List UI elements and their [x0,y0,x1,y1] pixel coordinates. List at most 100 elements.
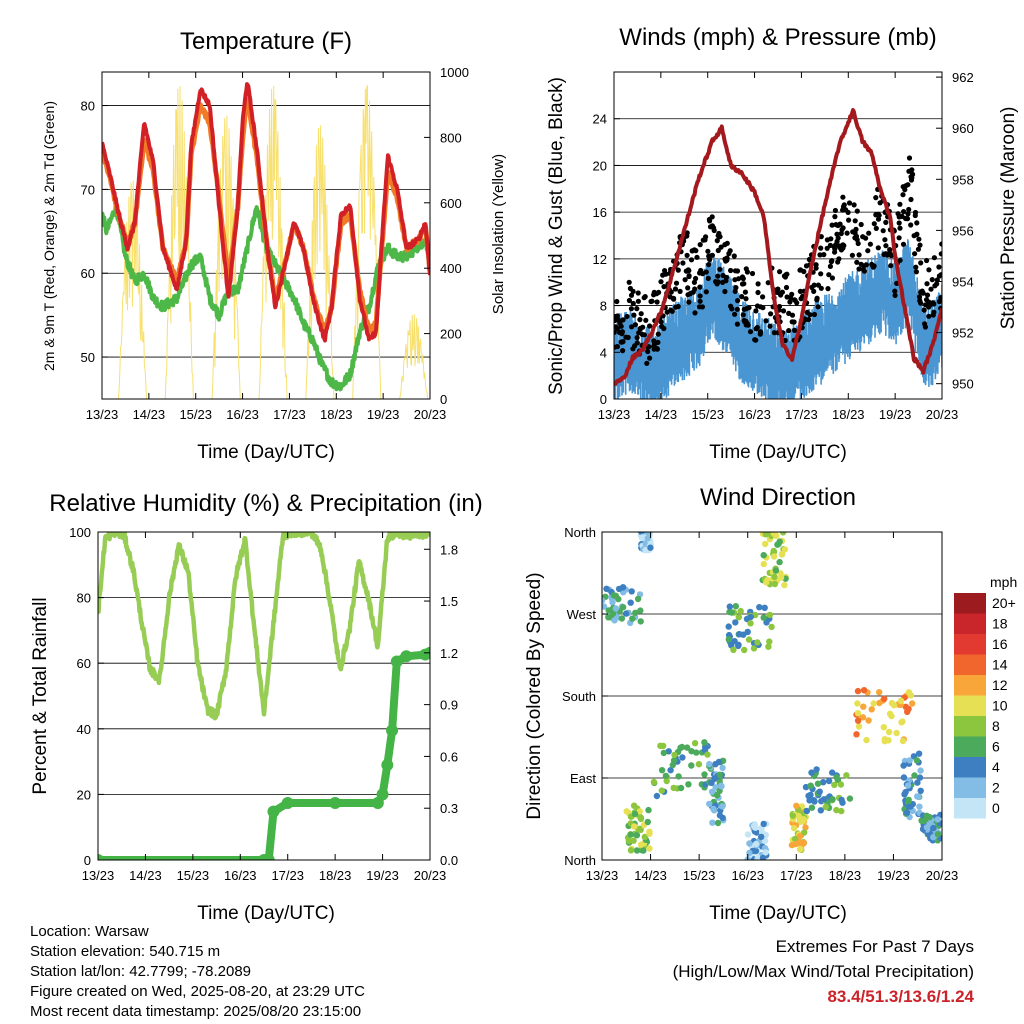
winds-ytick-label: 0 [600,392,607,407]
gust-point [921,307,927,313]
gust-point [733,285,739,291]
gust-point [928,286,934,292]
direction-point [761,604,768,611]
gust-point [875,216,882,222]
direction-point [630,837,637,844]
direction-point [807,782,814,789]
humidity-ytick-right-label: 1.5 [440,594,458,609]
direction-point [770,548,778,556]
gust-point [813,265,819,271]
winds-ytick-right-label: 954 [952,274,974,289]
temperature-xtick-label: 20/23 [414,407,447,422]
direction-point [774,541,781,548]
direction-point [801,829,808,836]
gust-point [906,206,912,213]
direction-point [893,729,900,737]
direction-ytick-label: North [564,525,596,540]
winds-ytick-right-label: 958 [952,172,974,187]
gust-point [803,263,810,269]
direction-point [770,532,778,537]
gust-point [888,263,894,269]
direction-xtick-label: 15/23 [683,868,716,883]
extremes-values: 83.4/51.3/13.6/1.24 [827,987,974,1006]
legend-label: 14 [992,657,1008,673]
direction-point [793,802,800,809]
gust-point [647,323,653,329]
gust-point [883,243,889,249]
direction-point [916,803,923,810]
gust-point [628,306,635,312]
humidity-ytick-label: 40 [77,722,91,737]
gust-point [934,281,940,287]
direction-point [833,806,840,814]
humidity-xtick-label: 15/23 [177,868,210,883]
gust-point [835,235,841,241]
direction-point [890,702,898,709]
direction-point [762,532,769,538]
direction-point [860,703,867,710]
direction-point [777,574,785,581]
winds-xtick-label: 19/23 [879,407,912,422]
direction-point [899,737,907,745]
gust-point [699,304,706,310]
direction-point [820,779,827,786]
legend-label: 8 [992,718,1000,734]
direction-xtick-label: 19/23 [877,868,910,883]
gust-point [671,296,677,302]
direction-point [644,532,652,536]
direction-point [640,847,647,854]
direction-ytick-label: West [567,607,597,622]
gust-point [709,214,715,220]
direction-point [808,769,815,776]
direction-point [713,792,721,799]
gust-point [675,267,681,273]
temperature-ytick-label: 80 [81,99,95,114]
gust-point [743,296,749,302]
wind-speed-band [614,239,942,399]
gust-point [883,219,889,225]
gust-point [697,242,703,248]
gust-point [786,310,792,316]
gust-point [896,235,902,241]
gust-point [614,329,617,335]
temperature-ytick-label: 50 [81,350,95,365]
gust-point [856,266,862,272]
gust-point [861,263,867,269]
direction-point [750,645,758,652]
speed-legend: mph 20+ 18 16 14 12 10 8 6 4 2 0 [954,574,1017,819]
direction-point [760,560,767,568]
gust-point [814,295,820,301]
direction-point [662,772,670,780]
legend-swatch [954,593,986,614]
gust-point [692,310,698,316]
gust-point [740,312,746,318]
gust-point [858,221,864,228]
gust-point [931,309,937,315]
direction-point [634,595,642,603]
direction-point [863,736,870,744]
winds-xtick-label: 18/23 [832,407,865,422]
gust-point [697,293,703,299]
gust-point [888,253,895,259]
direction-point [629,615,636,622]
direction-point [637,618,644,625]
gust-point [614,324,619,330]
direction-point [653,792,661,800]
gust-point [717,266,723,272]
temperature-xtick-label: 19/23 [367,407,400,422]
direction-point [650,778,658,786]
gust-point [614,298,620,305]
gust-point [654,299,660,305]
legend-swatch [954,613,986,634]
direction-point [759,854,767,860]
direction-point [603,585,610,592]
direction-point [688,748,695,755]
direction-point [905,689,913,696]
gust-point [706,262,712,268]
direction-point [860,687,868,694]
gust-point [917,298,923,304]
direction-point [859,714,867,721]
direction-xtick-label: 18/23 [829,868,862,883]
legend-swatch [954,695,986,716]
gust-point [906,168,912,174]
